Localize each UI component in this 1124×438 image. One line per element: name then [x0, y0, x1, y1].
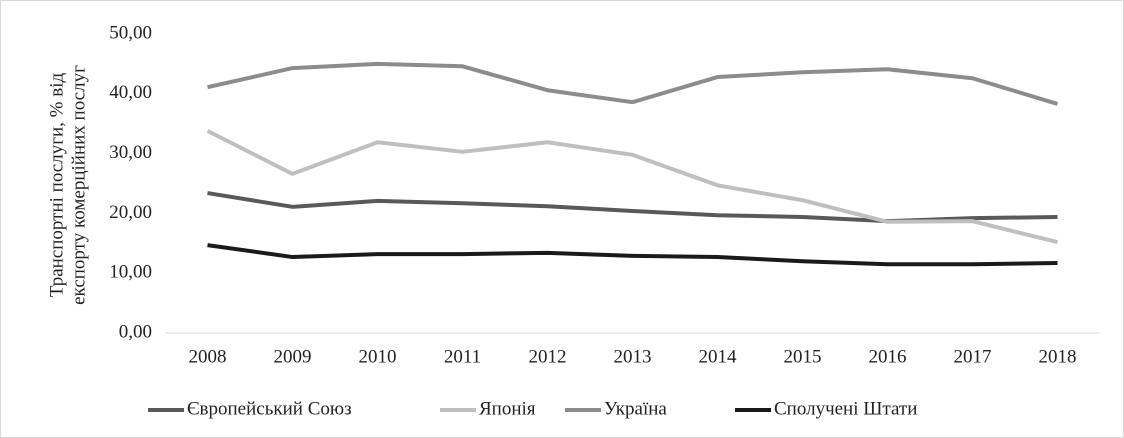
- x-tick-label: 2015: [784, 346, 822, 367]
- y-tick-label: 30,00: [109, 142, 152, 163]
- y-tick-label: 50,00: [109, 22, 152, 43]
- series-line: [206, 129, 1058, 245]
- y-tick-label: 0,00: [119, 321, 152, 342]
- y-axis-title-line: експорту комерційних послуг: [68, 65, 89, 305]
- x-tick-label: 2014: [699, 346, 738, 367]
- legend-label: Європейський Союз: [187, 398, 352, 419]
- y-tick-label: 10,00: [109, 262, 152, 283]
- legend-label: Сполучені Штати: [774, 398, 917, 419]
- x-tick-label: 2010: [359, 346, 397, 367]
- series-line: [207, 61, 1059, 106]
- y-axis-title: Транспортні послуги, % від експорту коме…: [46, 65, 89, 305]
- x-tick-label: 2012: [529, 346, 567, 367]
- y-axis-title-line: Транспортні послуги, % від: [46, 73, 67, 298]
- x-tick-label: 2009: [274, 346, 312, 367]
- x-tick-label: 2008: [189, 346, 227, 367]
- x-tick-label: 2013: [614, 346, 652, 367]
- x-tick-label: 2018: [1039, 346, 1077, 367]
- y-tick-label: 40,00: [109, 82, 152, 103]
- x-tick-label: 2011: [444, 346, 481, 367]
- x-tick-label: 2016: [869, 346, 907, 367]
- legend-label: Україна: [604, 398, 667, 419]
- x-tick-label: 2017: [954, 346, 992, 367]
- legend-label: Японія: [479, 398, 536, 419]
- series-line: [207, 243, 1058, 267]
- y-tick-label: 20,00: [109, 202, 152, 223]
